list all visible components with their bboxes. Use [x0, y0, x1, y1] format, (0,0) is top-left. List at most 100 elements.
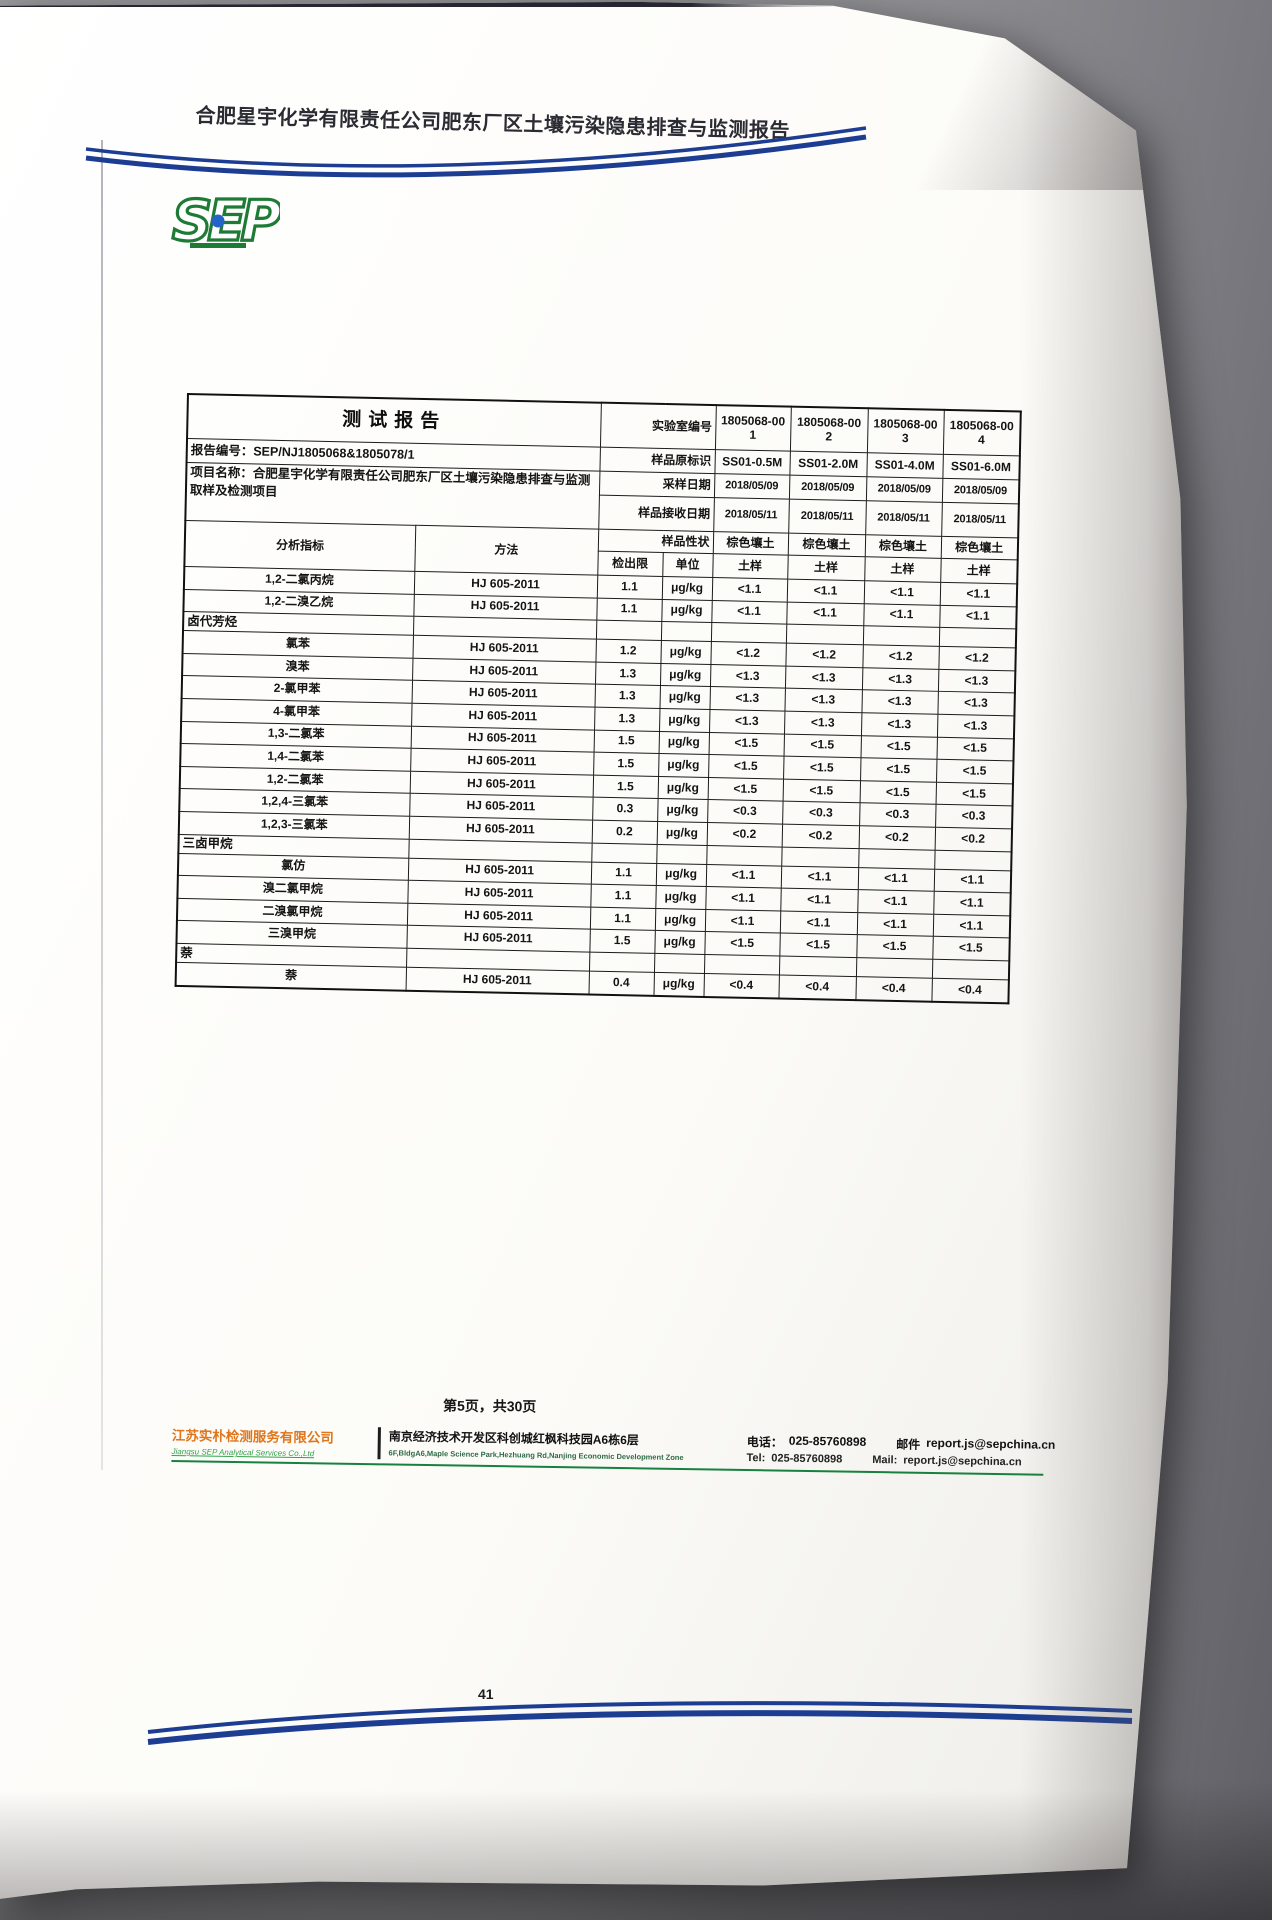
address-en: 6F,BldgA6,Maple Science Park,Hezhuang Rd…: [388, 1448, 684, 1463]
sep-logo: SEP: [170, 190, 280, 256]
result-value: <0.3: [935, 804, 1013, 829]
result-value: <1.1: [933, 868, 1012, 893]
result-value: <0.3: [859, 803, 936, 828]
phone-value: 025-85760898: [788, 1433, 867, 1449]
unit-value: μg/kg: [657, 776, 709, 800]
result-value: <1.1: [780, 888, 858, 913]
result-value: <1.5: [783, 756, 861, 781]
sample-id-value: SS01-2.0M: [789, 451, 867, 477]
test-report-table: 测试报告 实验室编号 1805068-001 1805068-002 18050…: [174, 393, 1022, 1004]
detection-limit-value: 1.2: [595, 639, 661, 664]
sample-character-label: 样品性状: [597, 529, 714, 554]
result-value: <1.2: [862, 644, 939, 670]
detection-limit-value: 1.1: [596, 597, 662, 622]
sampling-date-value: 2018/05/09: [941, 478, 1020, 504]
result-value: <0.2: [781, 823, 860, 849]
footer-rule-bottom: [147, 1710, 1133, 1745]
unit-value: μg/kg: [655, 885, 706, 910]
detection-limit-value: 1.5: [593, 752, 659, 777]
phone-label: 电话：: [746, 1435, 783, 1450]
sampling-date-value: 2018/05/09: [788, 475, 867, 501]
footer-company-block: 江苏实朴检测服务有限公司 Jiangsu SEP Analytical Serv…: [171, 1424, 369, 1459]
lab-number-value: 1805068-004: [942, 409, 1021, 456]
result-value: <1.3: [709, 709, 785, 734]
unit-value: μg/kg: [660, 640, 711, 665]
unit-value: μg/kg: [659, 663, 711, 687]
sep-logo-underbar: [190, 243, 246, 248]
sample-id-value: SS01-4.0M: [866, 452, 943, 479]
unit-value: μg/kg: [654, 930, 705, 955]
unit-value: μg/kg: [661, 599, 712, 623]
result-value: <1.5: [860, 757, 937, 783]
page-crease-line: [101, 140, 103, 1470]
project-name: 项目名称：合肥星宇化学有限责任公司肥东厂区土壤污染隐患排查与监测取样及检测项目: [185, 462, 600, 530]
detection-limit-value: 1.3: [595, 661, 661, 686]
result-value: <1.1: [711, 577, 788, 602]
detection-limit-value: 1.5: [593, 729, 660, 754]
analyte-name: 萘: [175, 962, 407, 991]
page-top-edge: [0, 1, 840, 7]
result-value: <1.5: [708, 732, 785, 757]
unit-label: 单位: [662, 552, 713, 578]
document-header-title: 合肥星宇化学有限责任公司肥东厂区土壤污染隐患排查与监测报告: [195, 104, 791, 143]
result-value: <1.5: [779, 933, 857, 958]
result-value: <1.3: [709, 686, 785, 712]
result-value: <0.2: [934, 827, 1013, 852]
result-value: <1.1: [933, 891, 1011, 916]
result-value: <0.4: [855, 976, 932, 1002]
book-page-number: 41: [478, 1686, 494, 1702]
result-value: <1.3: [784, 711, 862, 736]
detection-limit-value: 1.3: [594, 684, 660, 709]
mail-label-cn: 邮件: [896, 1437, 921, 1452]
result-value: <1.5: [859, 780, 937, 805]
result-value: <1.1: [863, 603, 940, 628]
shade-right: [1020, 1, 1187, 1899]
result-value: <1.5: [935, 782, 1014, 807]
result-value: <1.5: [704, 931, 780, 956]
result-value: <1.1: [939, 604, 1017, 630]
sample-type-value: 土样: [940, 558, 1018, 584]
result-value: <1.5: [782, 778, 861, 804]
lab-number-value: 1805068-001: [714, 405, 791, 452]
result-value: <1.5: [708, 754, 784, 779]
shade-bottom: [0, 1790, 1187, 1899]
tel-value: 025-85760898: [771, 1452, 843, 1466]
result-value: <1.3: [784, 688, 862, 713]
result-value: <0.2: [858, 825, 936, 850]
detection-limit-value: 0.4: [588, 970, 654, 996]
result-value: <1.3: [936, 714, 1015, 739]
contact-line-cn: 电话： 025-85760898 邮件 report.js@sepchina.cn: [747, 1433, 1056, 1455]
unit-value: μg/kg: [659, 685, 710, 710]
result-value: <1.5: [936, 736, 1014, 762]
method-label: 方法: [414, 525, 599, 576]
email-en: report.js@sepchina.cn: [903, 1454, 1022, 1469]
footer-divider: [377, 1427, 381, 1460]
result-value: <1.5: [936, 759, 1014, 784]
detection-limit-value: 1.1: [590, 884, 656, 909]
sample-type-value: 土样: [787, 555, 865, 581]
result-value: <0.4: [778, 974, 856, 1000]
lab-number-value: 1805068-003: [866, 408, 944, 455]
result-value: <0.2: [706, 822, 783, 847]
results-body: 1,2-二氯丙烷 HJ 605-2011 1.1 μg/kg <1.1 <1.1…: [175, 566, 1018, 1003]
sample-id-label: 样品原标识: [599, 447, 715, 474]
result-value: <0.4: [703, 973, 779, 999]
sampling-date-value: 2018/05/09: [865, 476, 943, 503]
detection-limit-value: 1.1: [589, 906, 656, 931]
result-value: <1.3: [937, 669, 1016, 694]
result-value: <1.1: [779, 910, 858, 935]
unit-value: μg/kg: [657, 798, 708, 823]
result-value: <1.2: [785, 643, 863, 668]
result-value: <1.5: [932, 936, 1010, 961]
sample-id-value: SS01-0.5M: [714, 449, 790, 476]
result-value: <1.3: [709, 664, 786, 689]
unit-value: μg/kg: [658, 731, 710, 755]
lab-number-label: 实验室编号: [599, 402, 716, 450]
tel-label: Tel:: [746, 1452, 766, 1465]
result-value: <1.1: [856, 912, 934, 937]
sample-type-value: 土样: [864, 556, 941, 583]
detection-limit-value: 0.3: [592, 797, 658, 822]
detection-limit-value: 1.5: [589, 929, 655, 954]
